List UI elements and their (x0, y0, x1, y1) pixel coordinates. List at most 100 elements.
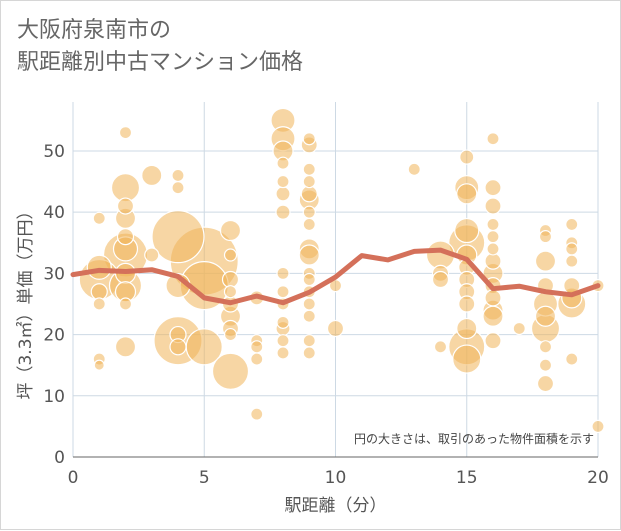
bubble-point (151, 210, 205, 264)
y-tick-label-50: 50 (43, 142, 65, 162)
bubble-point (302, 297, 316, 311)
y-ticks: 0 10 20 30 40 50 (43, 142, 65, 468)
y-tick-label-40: 40 (43, 203, 65, 223)
bubble-point (298, 244, 320, 266)
bubble-point (92, 297, 106, 311)
bubble-point (118, 297, 133, 311)
bubble-point (300, 185, 318, 203)
bubble-point (456, 183, 478, 205)
bubble-point (276, 334, 290, 348)
bubble-point (144, 247, 160, 263)
title-line-1: 大阪府泉南市の (17, 18, 172, 43)
bubble-size-note: 円の大きさは、取引のあった物件面積を示す (354, 431, 594, 446)
bubble-point (512, 321, 526, 336)
bubble-point (171, 181, 185, 195)
bubble-point (276, 346, 290, 360)
bubble-point (486, 230, 500, 244)
bubble-point (302, 174, 316, 189)
bubble-point (326, 319, 345, 338)
bubble-point (90, 283, 108, 301)
bubble-point (223, 327, 238, 342)
bubble-point (482, 305, 504, 327)
chart-title: 大阪府泉南市の 駅距離別中古マンション価格 (17, 15, 303, 79)
x-tick-label-5: 5 (199, 468, 210, 488)
bubble-point (276, 285, 290, 299)
x-tick-label-20: 20 (587, 468, 609, 488)
bubble-point (534, 305, 557, 327)
bubble-point (302, 162, 316, 176)
bubble-point (565, 242, 579, 256)
bubble-point (221, 270, 240, 289)
bubble-point (484, 179, 502, 197)
bubble-point (93, 359, 105, 371)
y-tick-label-30: 30 (43, 264, 65, 284)
bubble-point (302, 309, 316, 323)
trend-line (70, 247, 601, 306)
bubble-point (141, 164, 163, 187)
bubble-point (116, 197, 135, 215)
bubble-point (118, 126, 133, 140)
bubble-point (565, 254, 579, 268)
bubble-point (538, 358, 553, 372)
bubble-point (591, 419, 605, 433)
x-tick-label-15: 15 (456, 468, 478, 488)
bubble-point (456, 317, 478, 340)
x-ticks: 0 5 10 15 20 (68, 468, 609, 488)
bubble-point (534, 250, 557, 272)
bubble-point (484, 332, 502, 350)
y-tick-label-20: 20 (43, 326, 65, 346)
bubble-point (302, 217, 316, 232)
bubble-point (484, 289, 502, 307)
bubble-point (459, 149, 475, 165)
bubble-point (114, 336, 137, 358)
bubble-point (486, 242, 500, 256)
bubble-point (302, 205, 316, 219)
x-axis-label: 駅距離（分） (285, 496, 387, 516)
bubble-point (219, 219, 242, 242)
bubble-point (486, 132, 500, 146)
bubble-point (275, 204, 291, 220)
y-tick-label-0: 0 (54, 448, 65, 468)
bubble-point (169, 338, 187, 356)
bubble-point (484, 252, 502, 270)
bubble-point (171, 168, 185, 183)
bubble-point (250, 340, 264, 354)
bubble-point (407, 162, 421, 176)
bubble-point (302, 346, 316, 360)
bubble-point (452, 344, 482, 374)
bubble-point (431, 270, 450, 289)
bubble-point (458, 295, 476, 313)
bubble-point (433, 340, 448, 354)
bubble-point (565, 352, 579, 366)
bubble-point (116, 228, 135, 246)
bubble-point (538, 230, 553, 244)
bubble-point (486, 217, 500, 232)
bubble-point (565, 217, 579, 232)
x-tick-label-10: 10 (325, 468, 347, 488)
bubble-point (302, 272, 316, 287)
bubble-point (484, 197, 502, 215)
bubble-point (276, 156, 290, 170)
bubble-point (250, 407, 264, 421)
title-line-2: 駅距離別中古マンション価格 (17, 50, 304, 75)
bubble-point (275, 186, 291, 202)
bubble-point (86, 254, 112, 280)
bubble-point (211, 352, 250, 390)
bubble-point (302, 132, 316, 146)
bubble-point (223, 285, 238, 299)
bubble-point (536, 374, 555, 393)
x-tick-label-0: 0 (68, 468, 79, 488)
bubble-point (223, 248, 238, 262)
bubble-point (276, 174, 290, 189)
bubble-point (454, 217, 480, 244)
y-axis-label: 坪（3.3㎡）単価（万円） (16, 202, 36, 399)
bubble-point (276, 315, 290, 329)
y-tick-label-10: 10 (43, 387, 65, 407)
bubble-point (276, 266, 290, 280)
bubble-point (92, 211, 106, 225)
bubble-point (302, 334, 316, 348)
bubble-point (538, 340, 553, 354)
bubble-point (250, 352, 264, 366)
